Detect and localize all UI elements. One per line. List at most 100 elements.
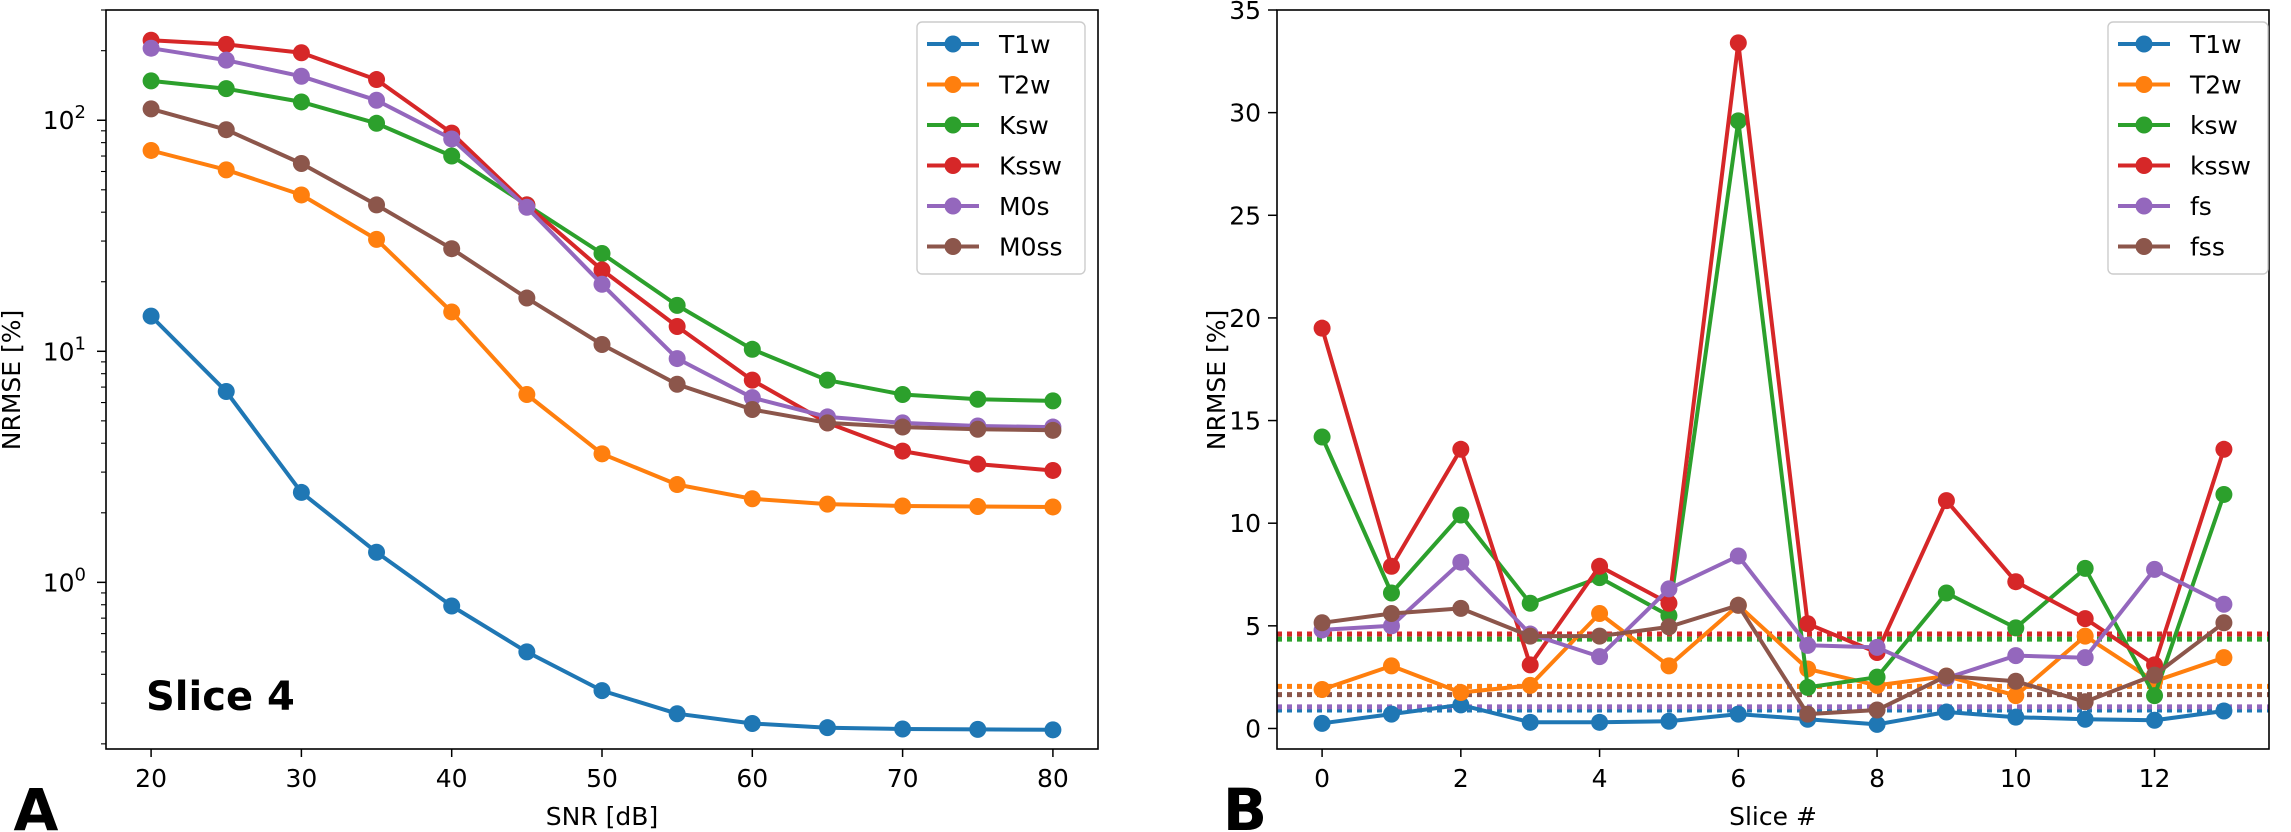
- panel-a-point-t2w: [1044, 498, 1062, 516]
- panel-a-point-m0s: [743, 389, 761, 407]
- panel-a-legend-label-t2w: T2w: [998, 71, 1051, 100]
- panel-b-point-t2w: [1452, 684, 1470, 702]
- panel-b-point-kssw: [1382, 557, 1400, 575]
- panel-a-legend: T1w T2w Ksw Kssw M0s M0ss: [916, 21, 1086, 275]
- panel-b-point-fs: [1799, 636, 1817, 654]
- panel-b-axes-frame: [1276, 9, 2270, 750]
- panel-b-point-kssw: [1799, 615, 1817, 633]
- panel-b-point-fs: [1591, 648, 1609, 666]
- panel-a-point-kssw: [593, 261, 611, 279]
- panel-a-point-m0s: [668, 350, 686, 368]
- panel-a-point-t1w: [443, 597, 461, 615]
- panel-a-point-m0ss: [1044, 421, 1062, 439]
- panel-a-point-t1w: [743, 714, 761, 732]
- panel-b-point-t2w: [1313, 680, 1331, 698]
- panel-a-x-tick-label: 40: [436, 764, 468, 793]
- panel-a-point-kssw: [668, 318, 686, 336]
- panel-a-x-tick-label: 50: [586, 764, 618, 793]
- panel-b-point-fss: [2215, 614, 2233, 632]
- panel-b-legend-label-fss: fss: [2190, 233, 2225, 262]
- panel-b-point-ksw: [1799, 678, 1817, 696]
- panel-a-point-t1w: [668, 705, 686, 723]
- panel-a-legend-marker-kssw: [944, 157, 962, 174]
- panel-b-point-kssw: [1313, 319, 1331, 337]
- panel-b-point-fss: [1660, 618, 1678, 636]
- panel-a-point-m0ss: [593, 336, 611, 354]
- panel-a-legend-marker-ksw: [944, 116, 962, 134]
- panel-b-legend-marker-t2w: [2135, 76, 2153, 93]
- panel-b-point-fs: [1868, 638, 1886, 656]
- panel-a-point-t2w: [668, 476, 686, 494]
- panel-a-point-t1w: [818, 719, 836, 737]
- panel-a-x-tick-label: 30: [285, 764, 317, 793]
- panel-a-legend-label-kssw: Kssw: [999, 152, 1062, 181]
- panel-a-point-m0s: [518, 198, 536, 216]
- panel-b-point-kssw: [2007, 573, 2025, 591]
- panel-a-point-m0ss: [518, 289, 536, 307]
- panel-b-point-t2w: [1521, 676, 1539, 694]
- panel-b-series-line-fs: [1321, 554, 2225, 681]
- panel-b-point-t2w: [1591, 605, 1609, 623]
- panel-a-point-m0s: [593, 275, 611, 293]
- panel-b-legend-marker-fss: [2135, 238, 2153, 255]
- panel-a-legend-marker-m0ss: [944, 238, 962, 255]
- panel-a-point-t2w: [292, 186, 310, 204]
- panel-b-point-fs: [1729, 547, 1747, 565]
- panel-a-point-m0s: [368, 91, 386, 109]
- panel-a-point-kssw: [368, 71, 386, 89]
- panel-b-point-kssw: [1729, 34, 1747, 52]
- panel-a-point-t2w: [969, 497, 987, 515]
- panel-a-point-kssw: [292, 44, 310, 62]
- panel-b-point-t1w: [1452, 696, 1470, 714]
- panel-b-x-tick-label: 6: [1730, 764, 1746, 793]
- panel-b-y-tick-label: 20: [1229, 304, 1261, 333]
- panel-a-slice-annotation: Slice 4: [146, 674, 295, 720]
- panel-b-point-t1w: [2076, 710, 2094, 728]
- panel-b-label: B: [1223, 776, 1267, 832]
- panel-a-point-m0s: [292, 67, 310, 85]
- panel-b-legend-marker-fs: [2135, 197, 2153, 215]
- panel-a-point-t2w: [368, 230, 386, 248]
- panel-b-point-t2w: [2076, 627, 2094, 645]
- panel-a-point-kssw: [1044, 461, 1062, 479]
- panel-a-point-m0ss: [743, 400, 761, 418]
- panel-a-point-t2w: [142, 141, 160, 159]
- panel-b-point-fs: [1382, 617, 1400, 635]
- panel-a-point-m0ss: [292, 154, 310, 172]
- panel-b-point-kssw: [1660, 594, 1678, 612]
- panel-b-point-t1w: [1591, 713, 1609, 731]
- panel-b-x-tick-label: 0: [1314, 764, 1330, 793]
- panel-b-y-tick-label: 30: [1229, 99, 1261, 128]
- panel-b-legend-label-kssw: kssw: [2190, 152, 2251, 181]
- panel-a-point-kssw: [743, 371, 761, 389]
- panel-a-point-ksw: [368, 114, 386, 132]
- panel-b-legend-marker-t1w: [2135, 35, 2153, 53]
- panel-a-point-m0s: [217, 51, 235, 69]
- panel-b-point-kssw: [2215, 440, 2233, 458]
- panel-b-x-axis-label: Slice #: [1729, 802, 1817, 831]
- panel-a-point-m0ss: [443, 240, 461, 258]
- panel-b-point-fss: [2076, 693, 2094, 711]
- panel-a-legend-label-ksw: Ksw: [999, 111, 1049, 140]
- panel-b-point-fss: [1313, 614, 1331, 632]
- panel-b-point-fs: [2076, 649, 2094, 667]
- panel-b-legend-marker-kssw: [2135, 157, 2153, 174]
- panel-a-y-tick-label: 102: [43, 102, 86, 135]
- panel-b-point-kssw: [1452, 440, 1470, 458]
- panel-a-legend-label-m0ss: M0ss: [999, 233, 1063, 262]
- panel-a-point-ksw: [1044, 392, 1062, 410]
- panel-b-x-ticks: 0 2 4 6 8 10 12: [1314, 749, 2170, 793]
- panel-b-point-fs: [1660, 580, 1678, 598]
- panel-b-point-fss: [1591, 627, 1609, 645]
- panel-a-point-t2w: [593, 445, 611, 463]
- panel-a-point-kssw: [217, 35, 235, 53]
- panel-b-point-t2w: [2007, 687, 2025, 705]
- panel-a-point-m0ss: [142, 100, 160, 118]
- panel-a-point-t2w: [518, 386, 536, 404]
- panel-b-point-fss: [2146, 666, 2164, 684]
- panel-b-legend-box: [2107, 21, 2269, 275]
- panel-a-point-ksw: [443, 147, 461, 165]
- panel-b-plot-area: [1277, 34, 2269, 733]
- panel-a-legend-marker-t2w: [944, 76, 962, 93]
- panel-b-y-tick-label: 35: [1229, 0, 1261, 25]
